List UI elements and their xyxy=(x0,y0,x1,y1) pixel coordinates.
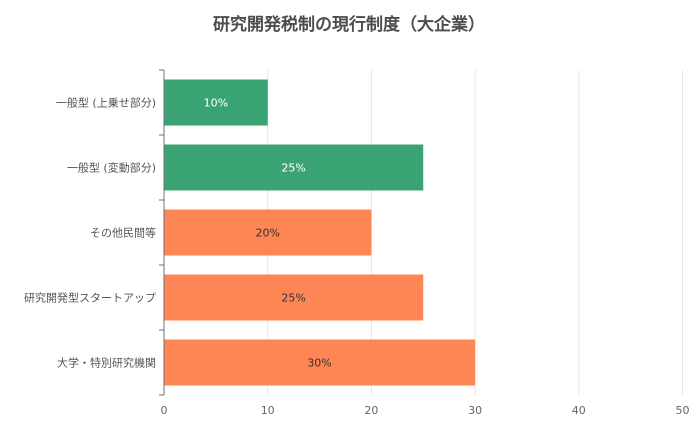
chart-title: 研究開発税制の現行制度（大企業） xyxy=(213,15,485,35)
bar xyxy=(164,274,424,321)
bar xyxy=(164,79,268,126)
bar xyxy=(164,144,424,191)
category-label: その他民間等 xyxy=(90,226,156,240)
x-tick-label: 30 xyxy=(468,404,482,417)
bar-data-label: 10% xyxy=(204,97,228,110)
bar-data-label: 30% xyxy=(307,357,331,370)
bar-data-label: 25% xyxy=(281,162,305,175)
bar xyxy=(164,209,372,256)
category-label: 大学・特別研究機関 xyxy=(57,356,156,370)
category-label: 一般型 (変動部分) xyxy=(67,161,156,175)
x-tick-label: 10 xyxy=(261,404,275,417)
category-label: 一般型 (上乗せ部分) xyxy=(56,96,156,110)
bar-data-label: 20% xyxy=(255,227,279,240)
category-label: 研究開発型スタートアップ xyxy=(24,291,156,305)
x-tick-label: 50 xyxy=(676,404,690,417)
x-tick-label: 0 xyxy=(161,404,168,417)
x-tick-label: 40 xyxy=(572,404,586,417)
bar xyxy=(164,339,476,386)
bar-data-label: 25% xyxy=(281,292,305,305)
x-tick-label: 20 xyxy=(364,404,378,417)
